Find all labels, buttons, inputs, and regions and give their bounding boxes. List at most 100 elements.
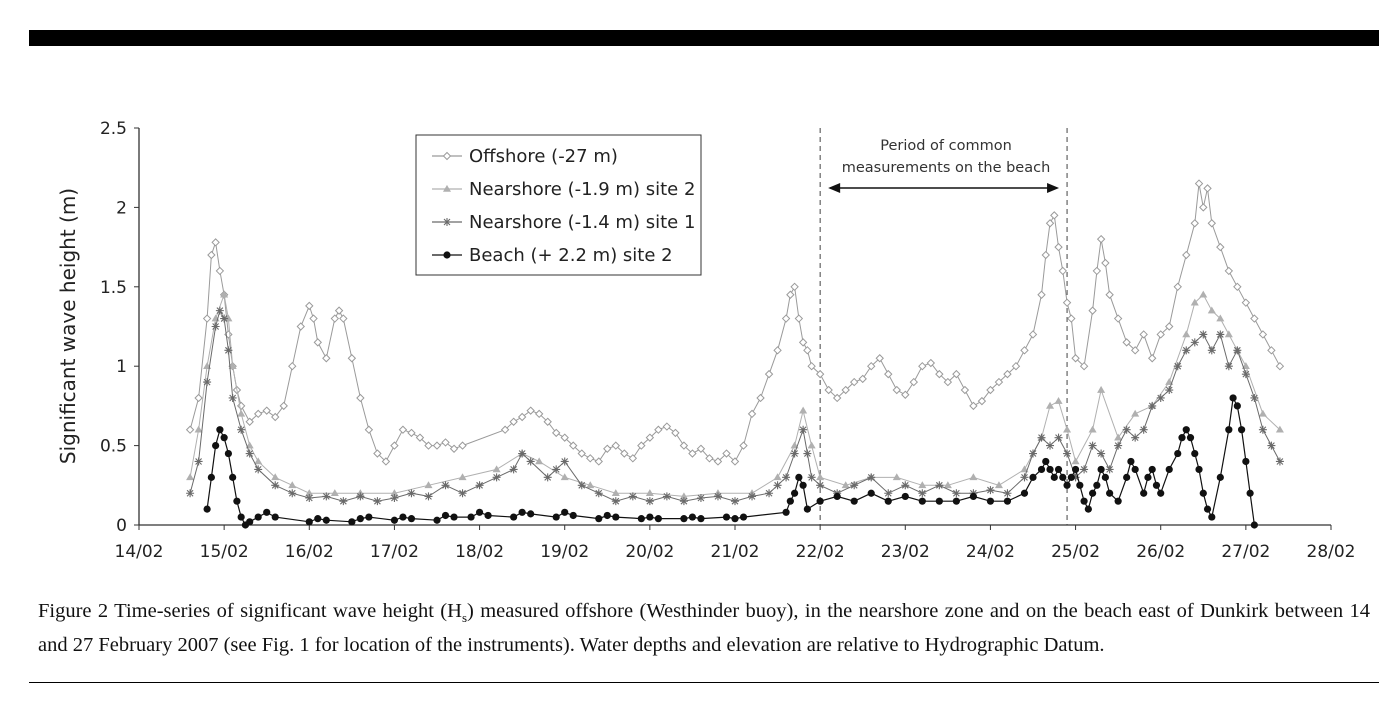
data-point (322, 492, 331, 501)
data-point (790, 282, 799, 292)
data-point (952, 489, 961, 498)
data-point (662, 422, 672, 431)
data-point (334, 306, 344, 315)
data-point (356, 492, 365, 501)
data-point (526, 457, 535, 466)
data-point (1131, 433, 1140, 442)
data-point (960, 385, 970, 395)
data-point (986, 497, 995, 505)
data-point (1225, 426, 1233, 434)
data-point (1148, 465, 1156, 474)
data-point (586, 454, 595, 463)
data-point (841, 385, 850, 395)
data-point (645, 489, 654, 497)
data-point (1131, 465, 1139, 474)
data-point (233, 497, 241, 505)
data-point (1275, 457, 1284, 466)
data-point (296, 322, 305, 331)
x-tick-label: 28/02 (1307, 542, 1356, 562)
data-point (867, 489, 875, 497)
data-point (1216, 473, 1224, 481)
data-point (722, 513, 731, 521)
data-point (224, 346, 233, 355)
data-point (1050, 211, 1059, 220)
data-point (786, 290, 795, 299)
data-point (705, 454, 714, 463)
data-point (1105, 465, 1114, 474)
x-tick-label: 17/02 (370, 542, 419, 562)
data-point (1207, 306, 1216, 314)
data-point (739, 441, 748, 450)
data-point (1089, 489, 1097, 497)
data-point (1113, 314, 1123, 323)
data-point (696, 444, 706, 453)
data-point (407, 428, 416, 438)
data-point (207, 473, 215, 481)
data-point (1156, 393, 1165, 402)
data-point (1224, 362, 1233, 371)
data-point (603, 511, 611, 520)
data-point (892, 473, 901, 481)
data-point (1199, 489, 1207, 497)
data-point (730, 457, 740, 466)
data-point (1178, 434, 1186, 442)
data-point (1207, 346, 1216, 355)
data-point (918, 489, 927, 498)
data-point (1106, 489, 1114, 497)
data-point (271, 473, 280, 481)
data-point (535, 457, 544, 465)
data-point (1139, 330, 1148, 339)
data-point (1020, 346, 1029, 355)
x-tick-label: 24/02 (966, 542, 1015, 562)
data-point (781, 314, 791, 323)
data-point (803, 449, 812, 458)
data-point (399, 513, 407, 521)
data-point (220, 434, 228, 442)
data-point (271, 513, 279, 521)
data-point (1182, 346, 1191, 355)
data-point (500, 425, 510, 434)
data-point (918, 361, 927, 371)
data-point (611, 497, 620, 506)
data-point (782, 473, 791, 482)
data-point (1114, 497, 1122, 505)
data-point (1071, 354, 1080, 363)
data-point (969, 492, 978, 501)
data-point (798, 338, 808, 347)
data-point (254, 513, 262, 521)
data-point (952, 369, 961, 379)
data-point (373, 497, 382, 506)
data-point (1190, 298, 1199, 306)
data-point (237, 409, 246, 417)
x-tick-label: 22/02 (796, 542, 845, 562)
x-tick-label: 18/02 (455, 542, 504, 562)
data-point (1208, 513, 1216, 521)
data-point (1190, 219, 1199, 228)
data-point (1037, 465, 1046, 474)
data-point (1207, 219, 1217, 228)
legend-label: Nearshore (-1.9 m) site 2 (469, 179, 695, 200)
data-point (365, 513, 373, 521)
data-point (1195, 465, 1203, 474)
data-point (551, 428, 561, 438)
data-point (790, 441, 799, 449)
data-point (224, 449, 232, 458)
data-point (407, 489, 416, 498)
data-point (288, 489, 297, 498)
data-point (1101, 258, 1110, 268)
data-point (1042, 457, 1050, 466)
data-point (211, 322, 220, 331)
data-point (271, 412, 280, 422)
data-point (739, 513, 748, 521)
data-point (441, 511, 450, 520)
data-point (1054, 433, 1063, 442)
data-point (586, 481, 595, 489)
data-point (833, 492, 841, 501)
data-point (245, 449, 254, 458)
data-point (1216, 314, 1225, 322)
data-point (611, 441, 621, 450)
data-point (1174, 449, 1182, 458)
data-point (185, 425, 195, 434)
data-point (1003, 497, 1012, 505)
